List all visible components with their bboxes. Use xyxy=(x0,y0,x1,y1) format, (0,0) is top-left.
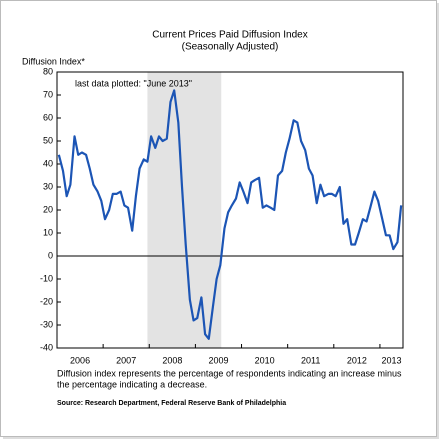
y-tick-label: 80 xyxy=(43,66,53,76)
footnote: the percentage indicating a decrease. xyxy=(57,379,207,389)
y-tick-label: 20 xyxy=(43,204,53,214)
source: Source: Research Department, Federal Res… xyxy=(57,400,286,407)
y-tick-label: -40 xyxy=(40,342,53,352)
chart-title: Current Prices Paid Diffusion Index xyxy=(152,30,307,41)
y-tick-label: 0 xyxy=(48,250,53,260)
plot-area xyxy=(56,71,404,349)
y-tick-label: 30 xyxy=(43,181,53,191)
chart-subtitle: (Seasonally Adjusted) xyxy=(182,42,279,53)
y-tick-label: 70 xyxy=(43,89,53,99)
y-axis-label: Diffusion Index* xyxy=(22,56,85,66)
y-tick-label: 50 xyxy=(43,135,53,145)
annotation: last data plotted: "June 2013" xyxy=(75,78,192,88)
x-tick-label: 2013 xyxy=(381,355,401,365)
y-tick-label: -30 xyxy=(40,319,53,329)
y-tick-label: -20 xyxy=(40,296,53,306)
x-tick-label: 2007 xyxy=(116,355,136,365)
x-tick-label: 2009 xyxy=(208,355,228,365)
footnote: Diffusion index represents the percentag… xyxy=(57,368,402,378)
x-tick-label: 2012 xyxy=(347,355,367,365)
y-tick-label: 40 xyxy=(43,158,53,168)
y-tick-label: 10 xyxy=(43,227,53,237)
y-tick-label: 60 xyxy=(43,112,53,122)
x-tick-label: 2010 xyxy=(255,355,275,365)
x-tick-label: 2006 xyxy=(70,355,90,365)
shadow xyxy=(3,437,439,439)
shadow xyxy=(437,3,439,439)
data-line xyxy=(57,89,403,340)
x-tick-label: 2008 xyxy=(162,355,182,365)
x-tick-label: 2011 xyxy=(301,355,320,365)
y-tick-label: -10 xyxy=(40,273,53,283)
